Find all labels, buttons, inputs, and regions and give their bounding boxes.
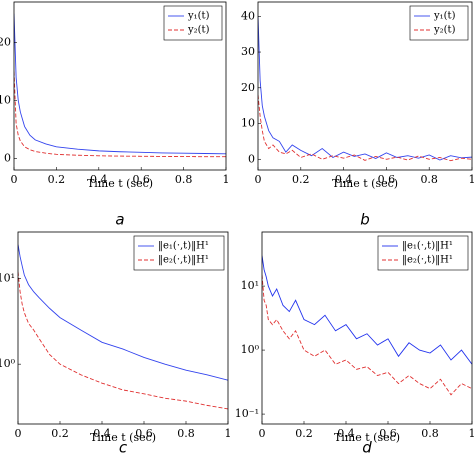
x-axis-label: Time t (sec) — [334, 431, 400, 444]
y-tick-label: 10⁰ — [241, 343, 260, 356]
plot-frame — [257, 1, 473, 171]
series-line — [18, 271, 228, 410]
x-tick-label: 0.2 — [292, 173, 310, 186]
plot-frame — [261, 231, 473, 425]
x-tick-label: 0.2 — [295, 427, 313, 440]
legend-label: ‖e₁(·,t)‖H¹ — [402, 241, 453, 252]
x-tick-label: 0.8 — [420, 173, 438, 186]
y-tick-label: 10¹ — [0, 272, 15, 285]
x-tick-label: 0 — [15, 427, 22, 440]
x-tick-label: 0.4 — [93, 427, 111, 440]
y-tick-label: 20 — [241, 81, 255, 94]
x-tick-label: 0.4 — [337, 427, 355, 440]
legend-box — [377, 235, 469, 271]
legend-box — [409, 5, 469, 41]
y-tick-label: 40 — [241, 9, 255, 22]
series-line — [262, 274, 472, 396]
y-tick-label: 0 — [248, 152, 255, 165]
x-tick-label: 0.6 — [132, 173, 150, 186]
y-tick-label: 0 — [4, 151, 11, 164]
legend-box — [133, 235, 225, 271]
y-tick-label: 10¹ — [241, 279, 259, 292]
x-tick-label: 0.4 — [90, 173, 108, 186]
series-line — [14, 71, 226, 158]
x-tick-label: 1 — [469, 173, 474, 186]
legend-label: ‖e₂(·,t)‖H¹ — [402, 255, 453, 266]
plot-frame — [17, 231, 229, 425]
x-tick-label: 0.6 — [379, 427, 397, 440]
panel-caption: a — [115, 211, 124, 229]
x-tick-label: 1 — [469, 427, 474, 440]
x-axis-label: Time t (sec) — [90, 431, 156, 444]
x-axis-label: Time t (sec) — [87, 177, 153, 190]
x-tick-label: 0.6 — [135, 427, 153, 440]
y-tick-label: 30 — [241, 45, 255, 58]
series-line — [258, 16, 472, 161]
x-tick-label: 0 — [255, 173, 262, 186]
plot-frame — [13, 1, 227, 171]
y-tick-label: 10⁰ — [0, 357, 16, 370]
panel-caption: d — [362, 439, 372, 454]
x-tick-label: 1 — [223, 173, 230, 186]
x-tick-label: 0.2 — [48, 173, 66, 186]
series-line — [14, 13, 226, 155]
x-tick-label: 0.8 — [421, 427, 439, 440]
x-tick-label: 0.2 — [51, 427, 69, 440]
x-tick-label: 1 — [225, 427, 232, 440]
legend-label: ‖e₂(·,t)‖H¹ — [158, 255, 209, 266]
series-line — [258, 94, 472, 162]
y-tick-label: 10 — [241, 117, 255, 130]
legend-label: y₂(t) — [187, 25, 210, 36]
y-tick-label: 10 — [0, 93, 11, 106]
legend-label: y₂(t) — [433, 25, 456, 36]
series-line — [18, 244, 228, 381]
panel-caption: b — [360, 211, 370, 229]
legend-label: y₁(t) — [433, 11, 456, 22]
legend-label: ‖e₁(·,t)‖H¹ — [158, 241, 209, 252]
series-line — [262, 255, 472, 365]
panel-caption: c — [119, 439, 128, 454]
x-tick-label: 0.8 — [175, 173, 193, 186]
y-tick-label: 20 — [0, 36, 11, 49]
legend-box — [163, 5, 223, 41]
x-tick-label: 0.8 — [177, 427, 195, 440]
x-tick-label: 0.4 — [335, 173, 353, 186]
y-tick-label: 10⁻¹ — [235, 407, 259, 420]
x-axis-label: Time t (sec) — [332, 177, 398, 190]
legend-label: y₁(t) — [187, 11, 210, 22]
x-tick-label: 0 — [11, 173, 18, 186]
x-tick-label: 0.6 — [378, 173, 396, 186]
x-tick-label: 0 — [259, 427, 266, 440]
